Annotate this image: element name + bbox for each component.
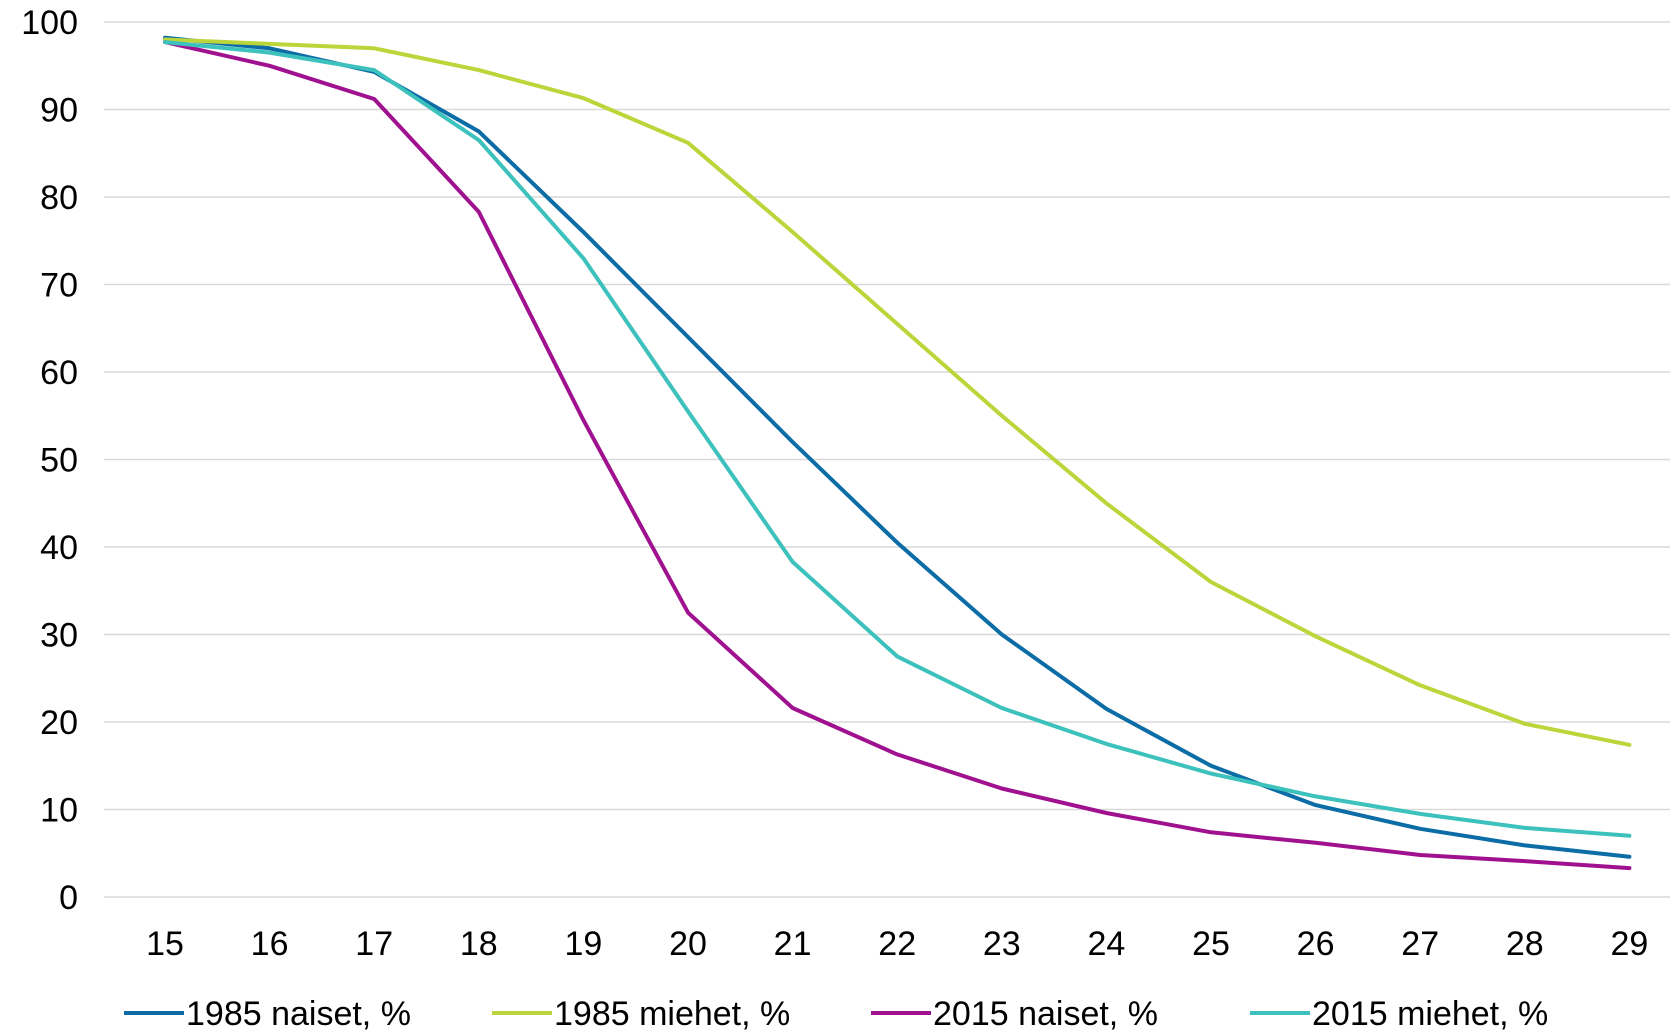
legend-label: 1985 miehet, % [554,995,790,1033]
series-line-2 [163,40,1632,871]
legend-label: 2015 naiset, % [933,995,1158,1033]
x-tick-label: 17 [355,925,393,963]
y-axis-ticks: 0 10 20 30 40 50 60 70 80 90 100 [21,4,78,917]
y-tick-label: 0 [59,879,78,917]
series-line-3 [163,40,1632,838]
series-line-1 [163,37,1632,747]
x-tick-label: 21 [774,925,812,963]
y-tick-label: 70 [40,267,78,305]
y-tick-label: 10 [40,792,78,830]
x-tick-label: 29 [1610,925,1648,963]
x-axis-ticks: 15 16 17 18 19 20 21 22 23 24 25 26 27 28 29 [146,925,1648,963]
gridlines [104,21,1670,898]
y-tick-label: 60 [40,354,78,392]
x-tick-label: 28 [1506,925,1544,963]
x-tick-label: 15 [146,925,184,963]
x-tick-label: 25 [1192,925,1230,963]
x-tick-label: 24 [1087,925,1125,963]
legend: 1985 naiset, % 1985 miehet, % 2015 naiset,… [124,995,1548,1033]
x-tick-label: 20 [669,925,707,963]
x-tick-label: 26 [1297,925,1335,963]
y-tick-label: 40 [40,529,78,567]
x-tick-label: 19 [564,925,602,963]
x-tick-label: 27 [1401,925,1439,963]
series-lines [163,35,1632,871]
y-tick-label: 80 [40,179,78,217]
y-tick-label: 50 [40,442,78,480]
x-tick-label: 22 [878,925,916,963]
legend-label: 2015 miehet, % [1312,995,1548,1033]
y-tick-label: 30 [40,617,78,655]
series-line-0 [163,35,1632,859]
x-tick-label: 18 [460,925,498,963]
x-tick-label: 16 [251,925,289,963]
x-tick-label: 23 [983,925,1021,963]
y-tick-label: 20 [40,704,78,742]
y-tick-label: 90 [40,92,78,130]
legend-label: 1985 naiset, % [186,995,411,1033]
y-tick-label: 100 [21,4,78,42]
